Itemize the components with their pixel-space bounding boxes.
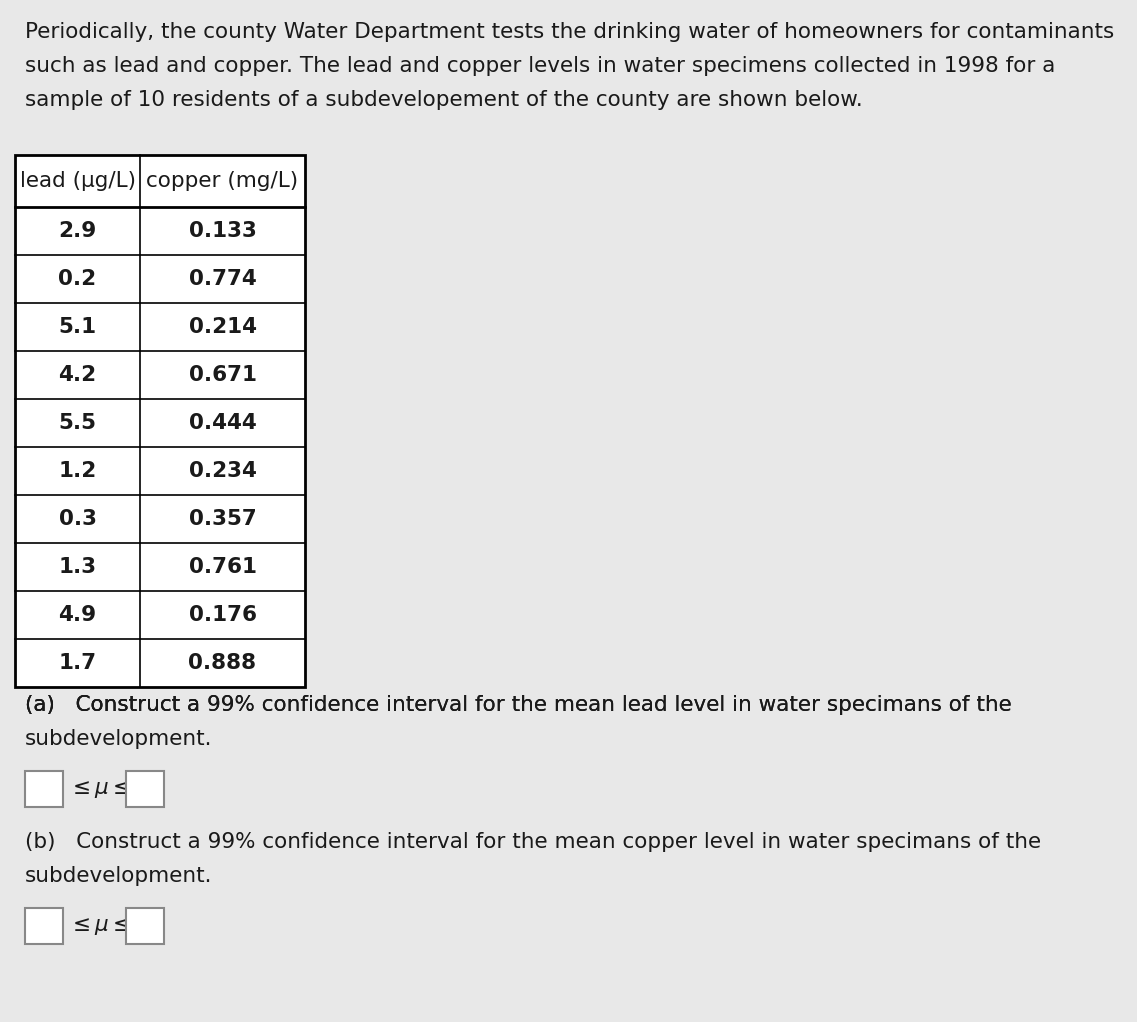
Text: subdevelopment.: subdevelopment. bbox=[25, 866, 213, 886]
Text: (a)   Construct a: (a) Construct a bbox=[25, 695, 207, 715]
Text: 0.214: 0.214 bbox=[189, 317, 257, 337]
Text: 2.9: 2.9 bbox=[58, 221, 97, 241]
Text: $\leq\mu\leq$: $\leq\mu\leq$ bbox=[68, 779, 130, 799]
Text: 0.2: 0.2 bbox=[58, 269, 97, 289]
Text: lead (μg/L): lead (μg/L) bbox=[19, 171, 135, 191]
Text: (a)   Construct a 99% confidence interval for the mean lead level in water speci: (a) Construct a 99% confidence interval … bbox=[25, 695, 1012, 715]
Text: Periodically, the county Water Department tests the drinking water of homeowners: Periodically, the county Water Departmen… bbox=[25, 22, 1114, 42]
Text: 5.1: 5.1 bbox=[58, 317, 97, 337]
Text: 1.3: 1.3 bbox=[58, 557, 97, 577]
Text: $\leq\mu\leq$: $\leq\mu\leq$ bbox=[68, 916, 130, 936]
Text: subdevelopment.: subdevelopment. bbox=[25, 729, 213, 749]
Text: (a)   Construct a 99% confidence interval for the mean lead level in water speci: (a) Construct a 99% confidence interval … bbox=[25, 695, 1012, 715]
Text: sample of 10 residents of a subdevelopement of the county are shown below.: sample of 10 residents of a subdevelopem… bbox=[25, 90, 863, 110]
Text: 0.444: 0.444 bbox=[189, 413, 256, 433]
Text: 0.774: 0.774 bbox=[189, 269, 256, 289]
Text: 1.7: 1.7 bbox=[58, 653, 97, 673]
Bar bbox=[126, 908, 164, 944]
Text: 1.2: 1.2 bbox=[58, 461, 97, 481]
Text: 4.2: 4.2 bbox=[58, 365, 97, 385]
Text: copper (mg/L): copper (mg/L) bbox=[147, 171, 299, 191]
Text: 0.176: 0.176 bbox=[189, 605, 257, 625]
Text: 0.3: 0.3 bbox=[58, 509, 97, 529]
Text: 5.5: 5.5 bbox=[58, 413, 97, 433]
Text: 0.671: 0.671 bbox=[189, 365, 257, 385]
Text: 0.133: 0.133 bbox=[189, 221, 257, 241]
Bar bbox=[15, 155, 305, 687]
Bar bbox=[15, 155, 305, 687]
Bar bbox=[25, 908, 63, 944]
Text: 0.357: 0.357 bbox=[189, 509, 256, 529]
Text: 0.761: 0.761 bbox=[189, 557, 257, 577]
Text: 0.888: 0.888 bbox=[189, 653, 257, 673]
Text: (b)   Construct a 99% confidence interval for the mean copper level in water spe: (b) Construct a 99% confidence interval … bbox=[25, 832, 1041, 852]
Text: 4.9: 4.9 bbox=[58, 605, 97, 625]
Text: 0.234: 0.234 bbox=[189, 461, 257, 481]
Text: such as lead and copper. The lead and copper levels in water specimens collected: such as lead and copper. The lead and co… bbox=[25, 56, 1055, 76]
Bar bbox=[126, 771, 164, 807]
Bar bbox=[25, 771, 63, 807]
